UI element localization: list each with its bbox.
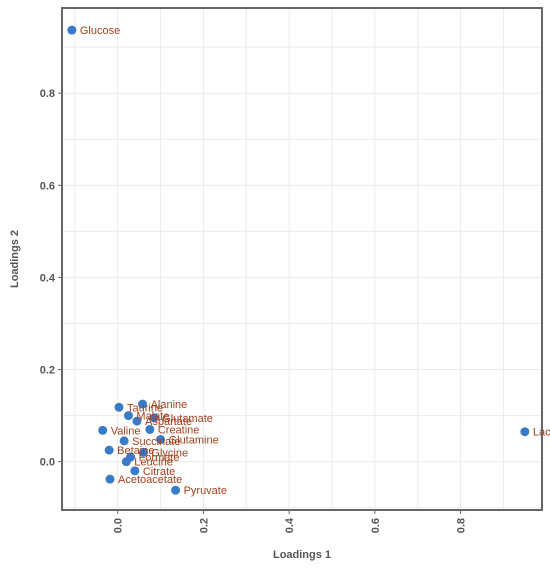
grid-lines <box>62 8 542 510</box>
point-label: Aspartate <box>145 416 192 428</box>
plot-panel <box>62 8 542 510</box>
point-label: Pyruvate <box>184 485 227 497</box>
x-axis-ticks: 0.0 0.2 0.4 0.6 0.8 <box>113 510 468 533</box>
point-label: Glycine <box>151 447 188 459</box>
data-point <box>119 436 129 446</box>
point-label: Betaine <box>117 445 154 457</box>
point-label: Citrate <box>143 466 175 478</box>
data-point <box>145 424 155 434</box>
data-point <box>171 485 181 495</box>
data-point <box>121 457 131 467</box>
data-point <box>520 427 530 437</box>
x-tick-label: 0.0 <box>113 518 125 533</box>
x-tick-label: 0.4 <box>284 517 296 533</box>
y-tick-label: 0.6 <box>40 180 55 192</box>
data-point <box>67 25 77 35</box>
x-tick-label: 0.6 <box>370 518 382 533</box>
point-label: Glucose <box>80 25 120 37</box>
point-label: Taurine <box>127 402 163 414</box>
data-point <box>149 413 159 423</box>
point-label: Glutamine <box>169 435 219 447</box>
data-point <box>138 399 148 409</box>
point-label: Leucine <box>134 457 173 469</box>
point-label: Malate <box>136 411 169 423</box>
data-point <box>138 447 148 457</box>
point-labels: GlucoseLactatePyruvateAlanineTaurineGlut… <box>80 25 550 497</box>
y-tick-label: 0.0 <box>40 457 55 469</box>
point-label: Valine <box>111 425 141 437</box>
point-label: Creatine <box>158 424 200 436</box>
x-tick-label: 0.8 <box>456 518 468 533</box>
y-tick-label: 0.8 <box>40 88 55 100</box>
point-label: Glutamate <box>162 413 213 425</box>
point-label: Alanine <box>151 399 188 411</box>
point-label: Acetoacetate <box>118 474 182 486</box>
y-axis-title: Loadings 2 <box>9 230 21 288</box>
data-point <box>105 474 115 484</box>
point-label: Succinate <box>132 436 180 448</box>
data-point <box>132 416 142 426</box>
y-axis-ticks: 0.0 0.2 0.4 0.6 0.8 <box>40 88 62 469</box>
x-axis-title: Loadings 1 <box>273 549 331 561</box>
y-tick-label: 0.4 <box>40 272 56 284</box>
data-points <box>67 25 530 495</box>
plot-border <box>61 7 543 511</box>
data-point <box>156 435 166 445</box>
x-tick-label: 0.2 <box>198 518 210 533</box>
y-tick-label: 0.2 <box>40 365 55 377</box>
data-point <box>104 445 114 455</box>
point-label: Formate <box>139 452 180 464</box>
data-point <box>114 402 124 412</box>
data-point <box>130 466 140 476</box>
data-point <box>123 411 133 421</box>
data-point <box>98 425 108 435</box>
